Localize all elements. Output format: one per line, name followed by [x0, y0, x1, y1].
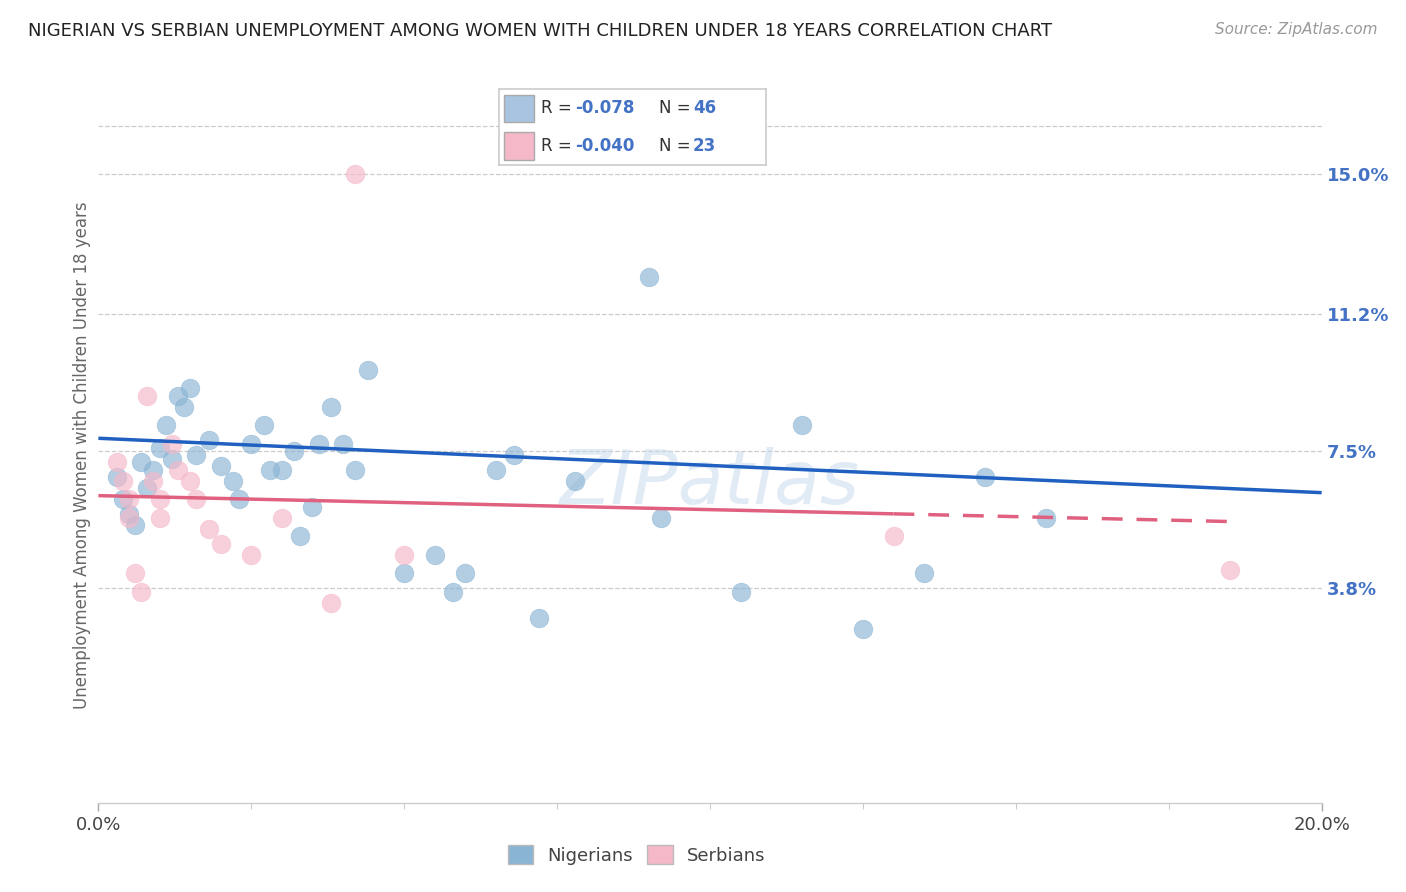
- Point: [270, 511, 292, 525]
- Point: [344, 463, 367, 477]
- Point: [105, 470, 128, 484]
- Point: [564, 474, 586, 488]
- Point: [209, 537, 232, 551]
- Text: R =: R =: [540, 99, 576, 117]
- Text: N =: N =: [659, 99, 696, 117]
- Point: [319, 400, 342, 414]
- Point: [290, 529, 312, 543]
- Point: [160, 437, 183, 451]
- Text: -0.040: -0.040: [575, 137, 634, 155]
- Point: [283, 444, 305, 458]
- Point: [179, 474, 201, 488]
- Point: [1035, 511, 1057, 525]
- Point: [222, 474, 245, 488]
- Point: [392, 548, 416, 562]
- Point: [111, 474, 134, 488]
- Point: [136, 481, 159, 495]
- Point: [136, 389, 159, 403]
- Legend: Nigerians, Serbians: Nigerians, Serbians: [499, 837, 775, 874]
- Point: [240, 437, 263, 451]
- Point: [912, 566, 935, 581]
- Point: [149, 511, 172, 525]
- Point: [118, 511, 141, 525]
- Text: NIGERIAN VS SERBIAN UNEMPLOYMENT AMONG WOMEN WITH CHILDREN UNDER 18 YEARS CORREL: NIGERIAN VS SERBIAN UNEMPLOYMENT AMONG W…: [28, 22, 1052, 40]
- Point: [111, 492, 134, 507]
- Point: [454, 566, 477, 581]
- Point: [319, 596, 342, 610]
- Point: [142, 474, 165, 488]
- Point: [637, 270, 661, 285]
- Point: [129, 455, 152, 469]
- Point: [149, 492, 172, 507]
- Point: [197, 433, 219, 447]
- Text: -0.078: -0.078: [575, 99, 634, 117]
- Point: [155, 418, 177, 433]
- Point: [118, 507, 141, 521]
- Point: [167, 463, 190, 477]
- Point: [124, 518, 146, 533]
- FancyBboxPatch shape: [505, 132, 534, 160]
- Text: Source: ZipAtlas.com: Source: ZipAtlas.com: [1215, 22, 1378, 37]
- Point: [301, 500, 323, 514]
- Point: [441, 585, 464, 599]
- Point: [160, 451, 183, 466]
- Text: N =: N =: [659, 137, 696, 155]
- Point: [179, 381, 201, 395]
- Point: [485, 463, 508, 477]
- Point: [852, 622, 875, 636]
- Text: R =: R =: [540, 137, 576, 155]
- Text: 46: 46: [693, 99, 716, 117]
- Point: [252, 418, 274, 433]
- Point: [186, 448, 208, 462]
- Point: [173, 400, 195, 414]
- Point: [240, 548, 263, 562]
- Point: [974, 470, 997, 484]
- Point: [790, 418, 813, 433]
- FancyBboxPatch shape: [505, 95, 534, 122]
- Point: [650, 511, 672, 525]
- Point: [1219, 563, 1241, 577]
- Point: [356, 363, 378, 377]
- Point: [209, 458, 232, 473]
- Point: [118, 492, 141, 507]
- Point: [259, 463, 281, 477]
- Point: [308, 437, 330, 451]
- Text: 23: 23: [693, 137, 716, 155]
- Point: [344, 167, 367, 181]
- Point: [129, 585, 152, 599]
- Point: [197, 522, 219, 536]
- Point: [228, 492, 250, 507]
- Point: [423, 548, 446, 562]
- Point: [392, 566, 416, 581]
- Point: [270, 463, 292, 477]
- Point: [142, 463, 165, 477]
- Point: [167, 389, 190, 403]
- Point: [105, 455, 128, 469]
- Point: [730, 585, 752, 599]
- Point: [332, 437, 354, 451]
- Point: [503, 448, 526, 462]
- Point: [149, 441, 172, 455]
- Text: ZIPatlas: ZIPatlas: [560, 447, 860, 519]
- Y-axis label: Unemployment Among Women with Children Under 18 years: Unemployment Among Women with Children U…: [73, 201, 91, 709]
- Point: [124, 566, 146, 581]
- Point: [883, 529, 905, 543]
- Point: [186, 492, 208, 507]
- Point: [527, 611, 550, 625]
